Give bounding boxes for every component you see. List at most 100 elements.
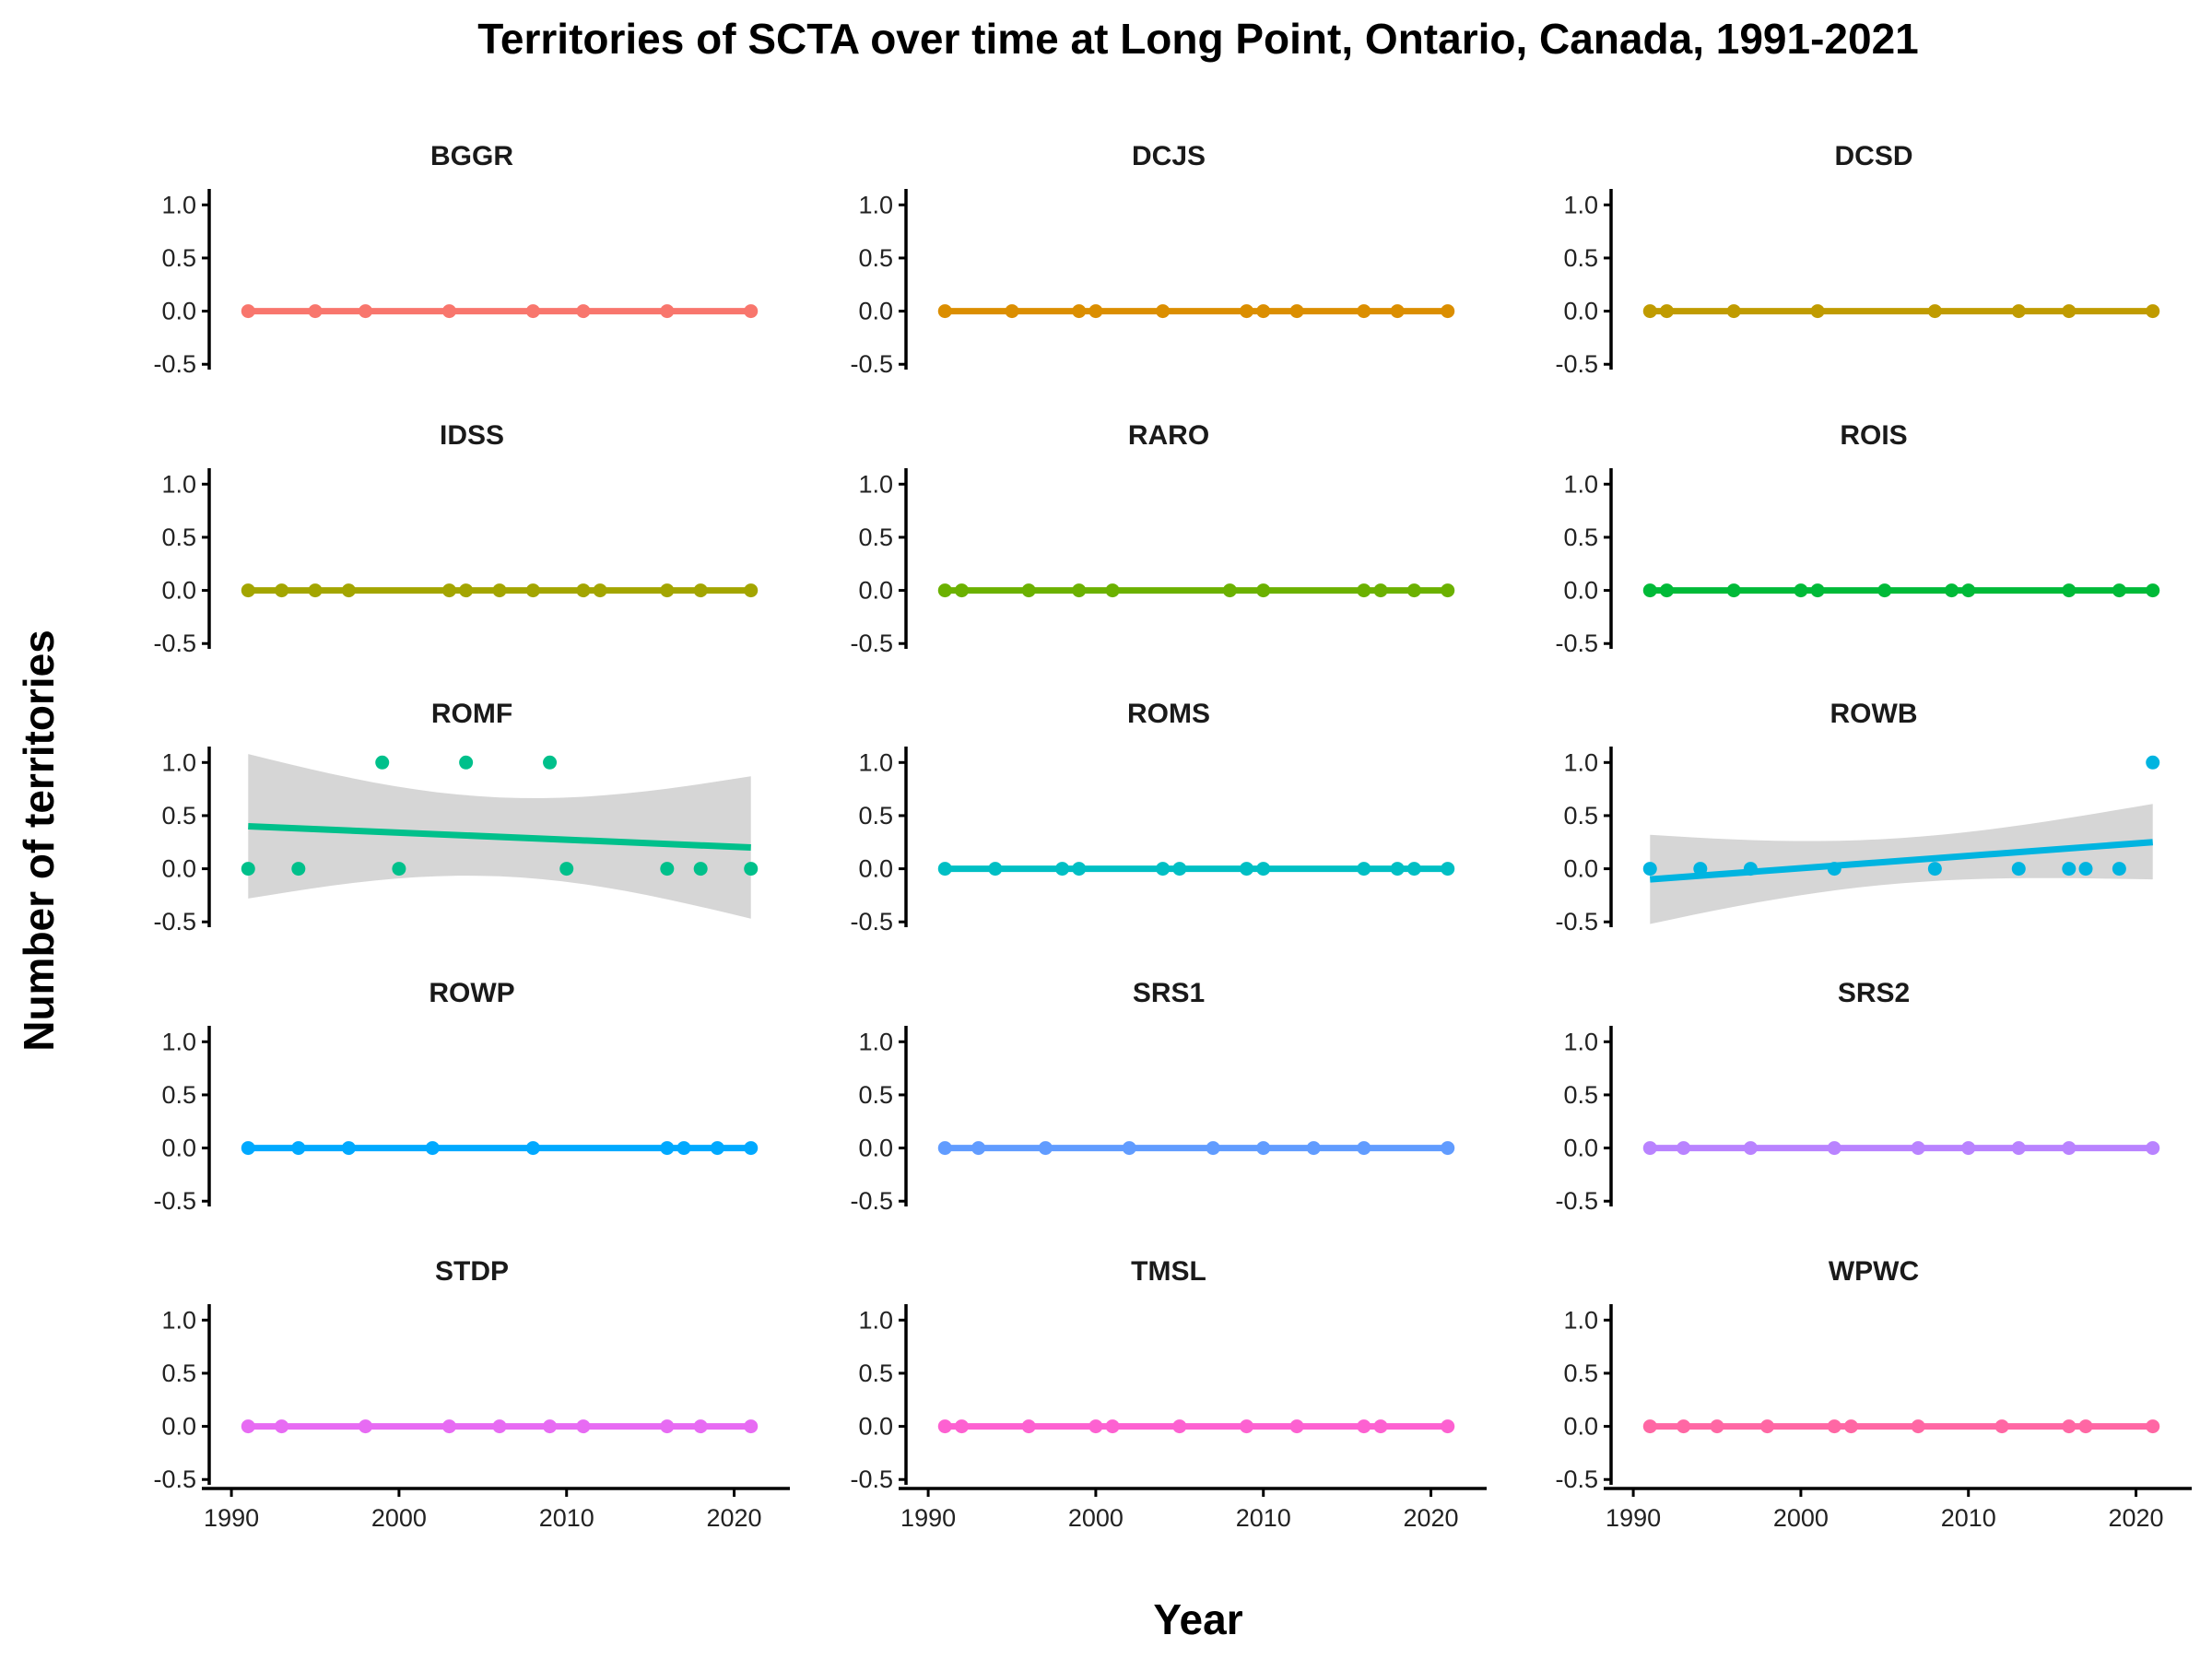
data-point [660,1141,675,1156]
data-point [1810,583,1825,598]
y-tick-label: 1.0 [1563,191,1598,218]
data-point [1743,1141,1758,1156]
y-tick-label: 0.0 [1563,855,1598,883]
data-point [525,304,540,319]
facet-title-wpwc: WPWC [1829,1256,1919,1287]
data-point [2011,862,2026,877]
facet-title-romf: ROMF [431,699,512,729]
y-tick-label: 0.5 [161,1359,196,1387]
data-point [2146,583,2160,598]
y-tick-label: 1.0 [858,191,893,218]
data-point [1441,304,1455,319]
y-tick-label: 1.0 [858,470,893,498]
y-tick-label: 1.0 [858,1306,893,1334]
y-tick-label: 1.0 [858,748,893,776]
data-point [593,583,607,598]
data-point [1642,583,1657,598]
data-point [1357,862,1371,877]
y-tick-label: 0.0 [161,1413,196,1441]
trend-line [1650,839,2153,883]
data-point [359,1419,373,1434]
data-point [2062,1419,2077,1434]
data-point [1088,304,1103,319]
data-point [693,862,708,877]
data-point [341,1141,356,1156]
y-tick-label: 0.5 [161,1081,196,1109]
facet-title-dcjs: DCJS [1132,141,1206,171]
data-point [1072,583,1087,598]
data-point [1306,1141,1321,1156]
data-point [425,1141,440,1156]
data-point [1710,1419,1724,1434]
data-point [971,1141,986,1156]
y-tick-label: 0.0 [1563,577,1598,605]
data-point [1357,1419,1371,1434]
data-point [1038,1141,1053,1156]
facet-panel-dcsd: DCSD -0.5 0.0 0.5 1.0 [1555,141,2160,378]
x-tick-label: 1990 [900,1504,956,1532]
facet-title-srs2: SRS2 [1838,978,1910,1008]
y-tick-label: 0.0 [1563,1413,1598,1441]
y-tick-label: 0.0 [858,1135,893,1162]
data-point [1357,304,1371,319]
data-point [988,862,1003,877]
facet-panel-rowb: ROWB -0.5 0.0 0.5 1.0 [1555,699,2160,935]
facet-title-idss: IDSS [440,420,504,451]
data-point [375,755,390,770]
data-point [954,1419,969,1434]
x-tick-label: 2010 [1236,1504,1291,1532]
data-point [1927,304,1942,319]
y-tick-label: 1.0 [161,1028,196,1055]
y-tick-label: -0.5 [850,350,893,378]
data-point [1021,583,1036,598]
y-tick-label: 0.0 [161,1135,196,1162]
y-tick-label: 1.0 [1563,748,1598,776]
y-tick-label: 0.0 [858,298,893,325]
facet-panel-srs1: SRS1 -0.5 0.0 0.5 1.0 [850,978,1455,1215]
data-point [744,862,759,877]
data-point [1642,1141,1657,1156]
y-tick-label: -0.5 [1555,350,1598,378]
y-tick-label: 1.0 [858,1028,893,1055]
data-point [1390,862,1405,877]
data-point [291,1141,306,1156]
data-point [1945,583,1959,598]
y-tick-label: 0.5 [1563,244,1598,272]
facet-title-rowb: ROWB [1830,699,1918,729]
y-tick-label: 1.0 [161,191,196,218]
data-point [1172,1419,1187,1434]
y-axis-title: Number of territories [15,629,63,1052]
facet-panel-stdp: STDP -0.5 0.0 0.5 1.0 1990 2000 2010 2020 [153,1256,790,1532]
facet-panel-idss: IDSS -0.5 0.0 0.5 1.0 [153,420,759,657]
y-tick-label: -0.5 [153,908,196,935]
data-point [275,1419,289,1434]
data-point [1441,1141,1455,1156]
data-point [2078,1419,2093,1434]
data-point [1021,1419,1036,1434]
data-point [1827,1419,1841,1434]
x-tick-label: 2020 [1404,1504,1459,1532]
facet-panel-srs2: SRS2 -0.5 0.0 0.5 1.0 [1555,978,2160,1215]
y-tick-label: -0.5 [153,350,196,378]
trend-line [248,822,751,852]
x-axis-title: Year [1153,1595,1242,1643]
facet-panels: BGGR -0.5 0.0 0.5 1.0 DCJS -0.5 0.0 0.5 1.0 DCSD -0… [153,141,2192,1532]
data-point [1760,1419,1775,1434]
data-point [308,304,323,319]
data-point [2146,304,2160,319]
data-point [1256,304,1271,319]
data-point [1642,862,1657,877]
data-point [1827,862,1841,877]
data-point [2112,583,2126,598]
facet-title-srs1: SRS1 [1133,978,1205,1008]
data-point [744,304,759,319]
y-tick-label: 0.0 [1563,298,1598,325]
data-point [660,1419,675,1434]
data-point [954,583,969,598]
data-point [1406,583,1421,598]
data-point [359,304,373,319]
data-point [291,862,306,877]
facet-title-tmsl: TMSL [1131,1256,1206,1287]
data-point [543,755,558,770]
